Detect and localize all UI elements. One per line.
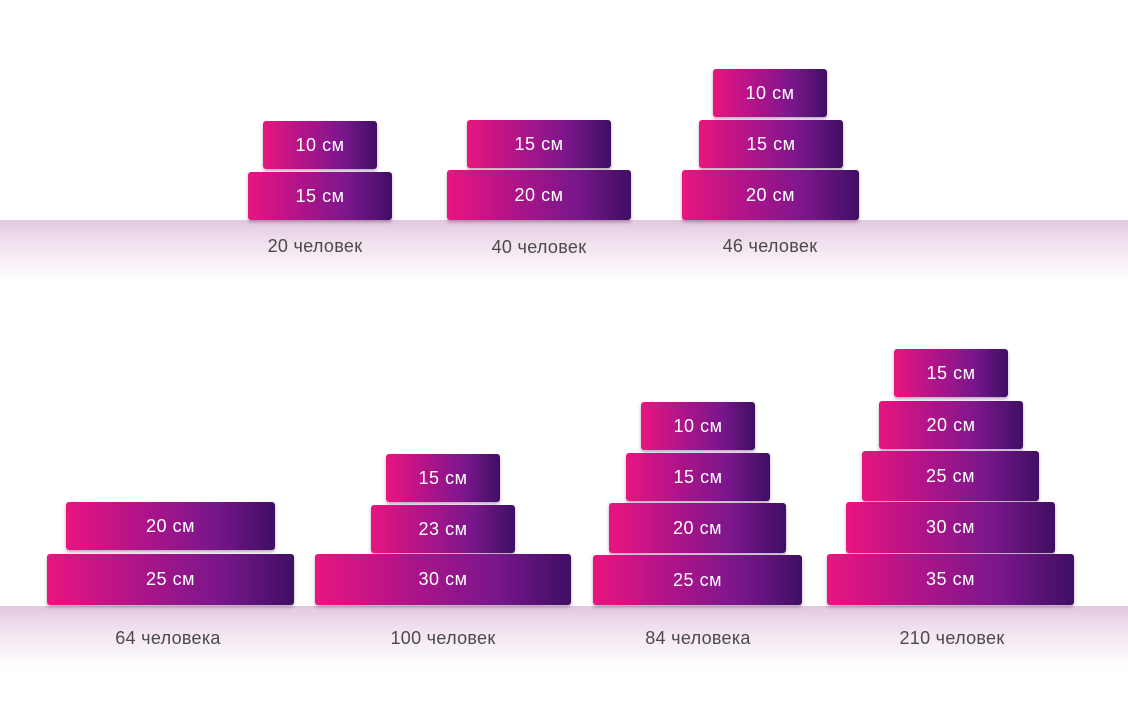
cake-5-tier-1: 15 см [386, 454, 500, 502]
cake-3-caption: 46 человек [722, 236, 818, 256]
cake-4-caption: 64 человека [115, 628, 221, 648]
top-shelf [0, 220, 1128, 282]
cake-7-tier-1: 15 см [894, 349, 1008, 397]
cake-6-tier-3: 20 см [609, 503, 786, 553]
cake-3-tier-2: 15 см [699, 120, 843, 168]
cake-6-tier-1: 10 см [641, 402, 755, 450]
cake-6-caption: 84 человека [645, 628, 751, 648]
bottom-shelf [0, 606, 1128, 668]
cake-4-tier-1: 20 см [66, 502, 275, 550]
cake-3-tier-3: 20 см [682, 170, 859, 220]
cake-6-tier-4: 25 см [593, 555, 802, 605]
cake-5-caption: 100 человек [390, 628, 496, 648]
cake-7-caption: 210 человек [899, 628, 1005, 648]
cake-7-tier-3: 25 см [862, 451, 1039, 501]
cake-2-caption: 40 человек [491, 237, 587, 257]
cake-5-tier-2: 23 см [371, 505, 515, 553]
cake-7-tier-2: 20 см [879, 401, 1023, 449]
cake-4-tier-2: 25 см [47, 554, 294, 605]
cake-2-tier-2: 20 см [447, 170, 631, 220]
cake-7-tier-4: 30 см [846, 502, 1055, 553]
cake-7-tier-5: 35 см [827, 554, 1074, 605]
cake-1-caption: 20 человек [267, 236, 363, 256]
cake-2-tier-1: 15 см [467, 120, 611, 168]
cake-6-tier-2: 15 см [626, 453, 770, 501]
cake-1-tier-1: 10 см [263, 121, 377, 169]
cake-5-tier-3: 30 см [315, 554, 571, 605]
cake-1-tier-2: 15 см [248, 172, 392, 220]
cake-3-tier-1: 10 см [713, 69, 827, 117]
